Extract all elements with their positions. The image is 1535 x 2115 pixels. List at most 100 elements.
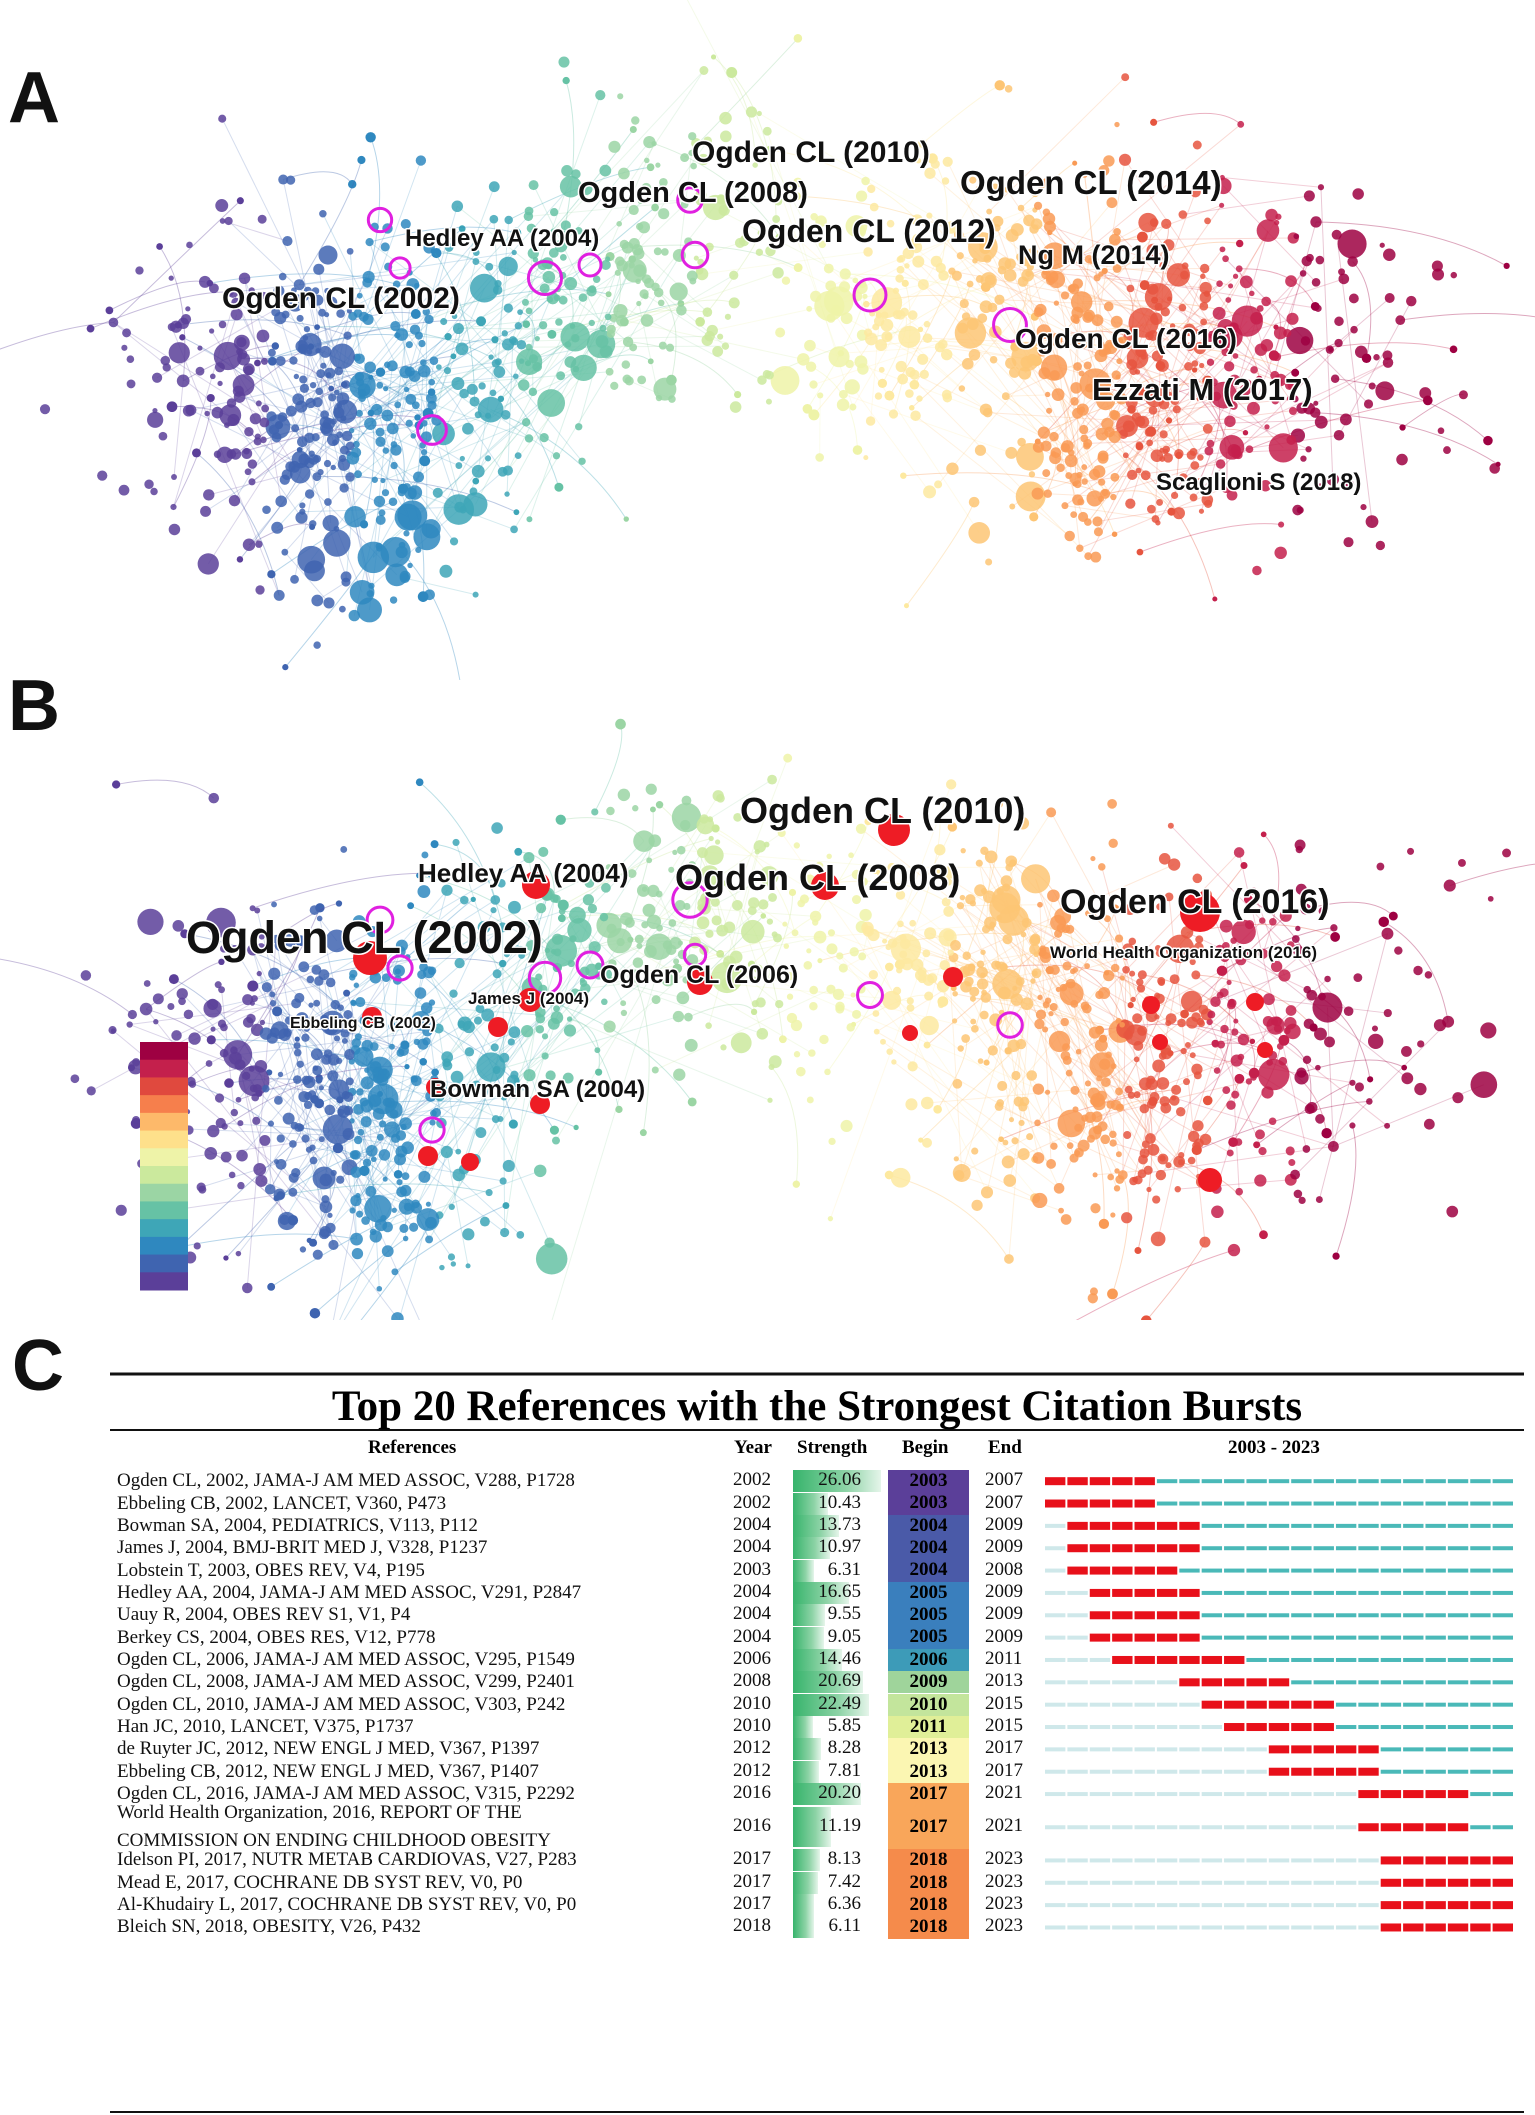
- network-node: [1458, 390, 1468, 400]
- burst-segment: [1112, 1521, 1133, 1530]
- network-node: [1243, 951, 1253, 960]
- timeline-segment: [1447, 1501, 1469, 1506]
- network-node: [425, 1235, 434, 1244]
- reference-cell: Idelson PI, 2017, NUTR METAB CARDIOVAS, …: [117, 1849, 577, 1871]
- burst-segment: [1380, 1856, 1402, 1865]
- network-node: [1272, 352, 1282, 362]
- network-node: [337, 1004, 344, 1012]
- network-node: [1115, 393, 1128, 405]
- network-node: [236, 197, 244, 205]
- network-node: [260, 357, 269, 365]
- network-node: [633, 264, 646, 277]
- network-node: [1138, 212, 1158, 233]
- network-node: [1021, 269, 1034, 282]
- network-node: [579, 977, 585, 983]
- timeline-segment: [1246, 1590, 1267, 1595]
- network-node: [1099, 341, 1105, 347]
- network-a-label: Scaglioni S (2018): [1156, 469, 1361, 496]
- network-node: [490, 1043, 499, 1052]
- network-node: [1279, 909, 1292, 922]
- network-node: [1252, 565, 1262, 576]
- network-node: [939, 959, 950, 971]
- network-node: [393, 1153, 407, 1166]
- network-node: [1124, 1085, 1133, 1094]
- network-node: [126, 1021, 133, 1028]
- network-node: [895, 890, 906, 900]
- timeline-segment: [1179, 1880, 1200, 1885]
- network-node: [832, 988, 845, 1001]
- timeline-segment: [1246, 1635, 1267, 1640]
- network-node: [345, 472, 355, 482]
- network-node: [549, 208, 559, 217]
- network-node: [1124, 1024, 1147, 1046]
- network-node: [1212, 596, 1218, 602]
- network-node: [313, 455, 321, 463]
- network-node: [828, 346, 850, 368]
- network-node: [490, 907, 497, 914]
- network-node: [1381, 927, 1394, 940]
- network-node: [312, 294, 324, 306]
- network-node: [390, 320, 401, 332]
- network-node: [655, 162, 661, 168]
- network-node: [1310, 407, 1321, 418]
- network-node: [888, 409, 899, 419]
- network-node: [1193, 1071, 1202, 1080]
- burst-segment: [1291, 1723, 1312, 1732]
- network-node: [980, 887, 988, 895]
- network-node: [1128, 937, 1137, 946]
- network-node: [923, 320, 931, 328]
- network-node: [1284, 1017, 1297, 1030]
- network-node: [1004, 1254, 1014, 1264]
- network-node: [1134, 416, 1146, 427]
- network-node: [686, 270, 698, 282]
- network-node: [450, 353, 457, 360]
- strength-value: 14.46: [818, 1647, 861, 1669]
- network-node: [183, 1009, 194, 1020]
- timeline-segment: [1425, 1479, 1446, 1484]
- network-node: [1378, 916, 1389, 928]
- network-node: [415, 155, 427, 166]
- network-node: [1053, 1183, 1065, 1194]
- timeline-segment: [1335, 1613, 1357, 1618]
- network-node: [459, 455, 465, 462]
- end-cell: 2021: [985, 1815, 1023, 1837]
- network-node: [516, 1230, 525, 1239]
- network-node: [561, 165, 573, 177]
- network-node: [139, 1002, 153, 1016]
- network-node: [1029, 224, 1039, 234]
- network-node: [1487, 895, 1494, 902]
- network-node: [1170, 396, 1180, 405]
- network-node: [535, 1025, 545, 1034]
- timeline-segment: [1112, 1903, 1133, 1908]
- network-node: [1174, 1185, 1181, 1193]
- network-node: [388, 1022, 397, 1031]
- network-node: [218, 320, 227, 329]
- network-node: [1480, 1022, 1497, 1039]
- network-node: [599, 164, 612, 177]
- network-node: [1376, 862, 1385, 871]
- network-node: [851, 869, 862, 880]
- network-node: [537, 389, 566, 417]
- timeline-segment: [1045, 1590, 1066, 1595]
- network-node: [1140, 470, 1151, 481]
- network-node: [796, 1066, 806, 1077]
- network-node: [160, 355, 171, 366]
- strength-bar: [793, 1894, 815, 1917]
- strength-bar: [793, 1849, 821, 1872]
- network-a-label: Ogden CL (2010): [692, 136, 930, 169]
- network-b-burst-nodes: [353, 814, 1273, 1192]
- timeline-segment: [1403, 1725, 1424, 1730]
- network-node: [904, 263, 910, 269]
- network-node: [260, 291, 268, 300]
- network-node: [1155, 949, 1164, 957]
- network-node: [812, 919, 819, 926]
- network-node: [1296, 506, 1304, 514]
- network-node: [1178, 1151, 1185, 1159]
- network-node: [967, 318, 979, 331]
- network-node: [1032, 441, 1045, 453]
- timeline-segment: [1425, 1590, 1446, 1595]
- timeline-segment: [1156, 1479, 1178, 1484]
- network-node: [1298, 1196, 1306, 1205]
- network-node: [388, 1043, 395, 1050]
- network-node: [802, 404, 813, 414]
